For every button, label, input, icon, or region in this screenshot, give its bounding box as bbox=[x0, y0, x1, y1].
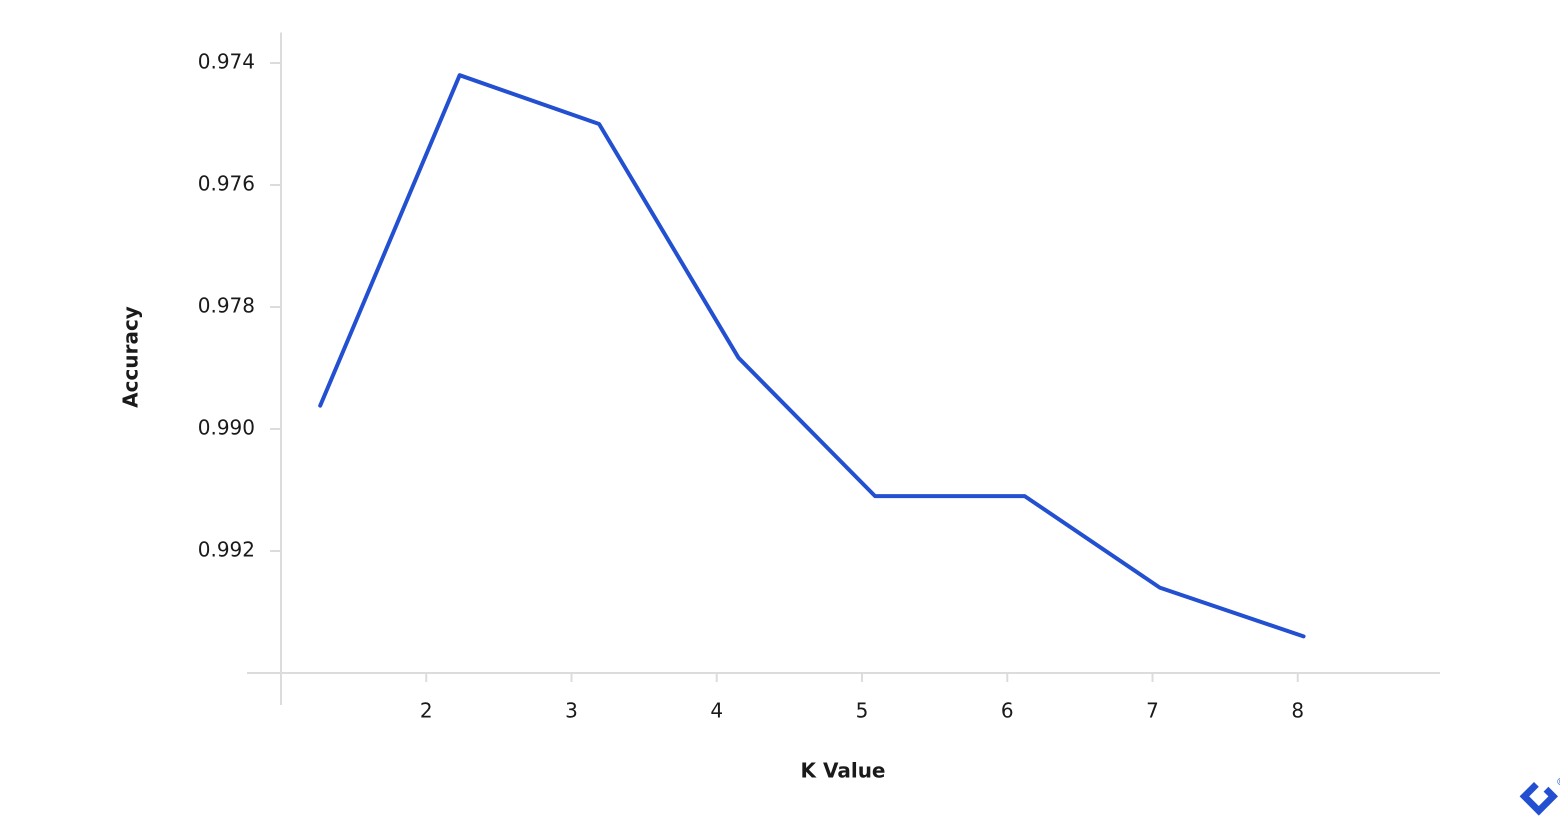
line bbox=[318, 73, 1306, 639]
y-tick-label: 0.990 bbox=[198, 416, 255, 440]
x-tick-label: 4 bbox=[710, 699, 723, 723]
x-tick-label: 6 bbox=[1001, 699, 1014, 723]
svg-text:®: ® bbox=[1556, 777, 1560, 788]
x-tick-label: 2 bbox=[420, 699, 433, 723]
x-tick-label: 3 bbox=[565, 699, 578, 723]
y-tick-label: 0.992 bbox=[198, 538, 255, 562]
y-tick-label: 0.974 bbox=[198, 50, 255, 74]
x-tick-label: 7 bbox=[1146, 699, 1159, 723]
logo: ® bbox=[1519, 777, 1560, 816]
y-tick-label: 0.976 bbox=[198, 172, 255, 196]
x-tick-label: 5 bbox=[856, 699, 869, 723]
x-tick-label: 8 bbox=[1291, 699, 1304, 723]
y-tick-label: 0.978 bbox=[198, 294, 255, 318]
y-axis-title: Accuracy bbox=[119, 306, 143, 408]
x-axis-title: K Value bbox=[801, 759, 886, 783]
